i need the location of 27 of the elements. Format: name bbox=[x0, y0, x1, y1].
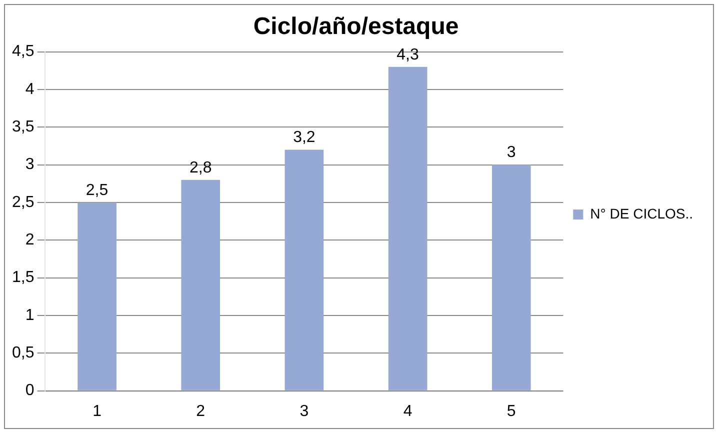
y-tick-label: 4,5 bbox=[12, 43, 34, 60]
data-label: 3,2 bbox=[293, 129, 316, 146]
y-tick-label: 3,5 bbox=[12, 118, 34, 136]
y-tick-label: 1 bbox=[25, 306, 34, 324]
data-label: 4,3 bbox=[396, 46, 420, 64]
x-tick-label: 1 bbox=[92, 402, 102, 420]
bar bbox=[492, 164, 531, 390]
data-label: 2,8 bbox=[189, 159, 212, 176]
bar bbox=[388, 66, 428, 390]
bar bbox=[78, 202, 116, 390]
x-tick-label: 3 bbox=[300, 402, 309, 420]
y-tick-label: 3 bbox=[25, 156, 34, 174]
data-label: 3 bbox=[506, 144, 516, 162]
bar bbox=[181, 180, 220, 390]
x-tick-label: 4 bbox=[403, 402, 412, 420]
x-tick-label: 2 bbox=[196, 402, 206, 420]
y-tick-label: 0 bbox=[25, 382, 34, 400]
y-tick-label: 4 bbox=[25, 80, 34, 98]
legend-label: N° DE CICLOS.. bbox=[590, 205, 694, 222]
bar bbox=[284, 150, 324, 390]
y-tick-label: 0,5 bbox=[12, 344, 34, 362]
y-tick-label: 2 bbox=[25, 232, 34, 249]
y-tick-label: 2,5 bbox=[12, 194, 34, 211]
x-tick-label: 5 bbox=[506, 402, 516, 420]
y-tick-label: 1,5 bbox=[12, 269, 34, 286]
chart-title: Ciclo/año/estaque bbox=[253, 13, 459, 40]
data-label: 2,5 bbox=[86, 182, 108, 199]
